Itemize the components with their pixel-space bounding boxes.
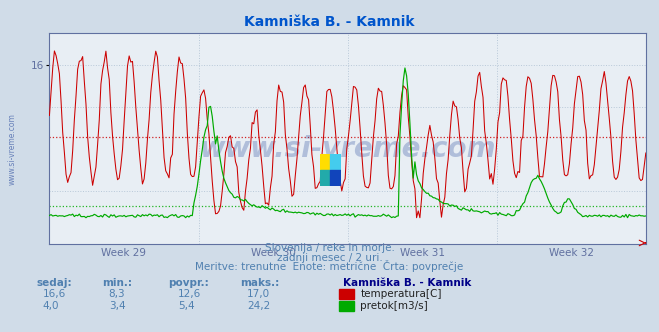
Text: Meritve: trenutne  Enote: metrične  Črta: povprečje: Meritve: trenutne Enote: metrične Črta: … [195, 260, 464, 272]
Text: maks.:: maks.: [241, 278, 280, 288]
Text: www.si-vreme.com: www.si-vreme.com [8, 114, 17, 185]
Text: Kamniška B. - Kamnik: Kamniška B. - Kamnik [244, 15, 415, 29]
Text: www.si-vreme.com: www.si-vreme.com [200, 135, 496, 163]
Text: temperatura[C]: temperatura[C] [360, 289, 442, 299]
Bar [320, 170, 331, 186]
Text: 12,6: 12,6 [178, 289, 201, 299]
Text: 24,2: 24,2 [247, 301, 270, 311]
Text: povpr.:: povpr.: [168, 278, 209, 288]
Text: Kamniška B. - Kamnik: Kamniška B. - Kamnik [343, 278, 471, 288]
Text: sedaj:: sedaj: [36, 278, 72, 288]
Text: 17,0: 17,0 [247, 289, 270, 299]
Text: Slovenija / reke in morje.: Slovenija / reke in morje. [264, 243, 395, 253]
Bar [331, 170, 341, 186]
Text: min.:: min.: [102, 278, 132, 288]
Text: 3,4: 3,4 [109, 301, 125, 311]
Bar [331, 154, 341, 170]
Text: 5,4: 5,4 [178, 301, 194, 311]
Bar [320, 154, 331, 170]
Text: 8,3: 8,3 [109, 289, 125, 299]
Text: 16,6: 16,6 [43, 289, 66, 299]
Text: zadnji mesec / 2 uri.: zadnji mesec / 2 uri. [277, 253, 382, 263]
Text: 4,0: 4,0 [43, 301, 59, 311]
Text: pretok[m3/s]: pretok[m3/s] [360, 301, 428, 311]
